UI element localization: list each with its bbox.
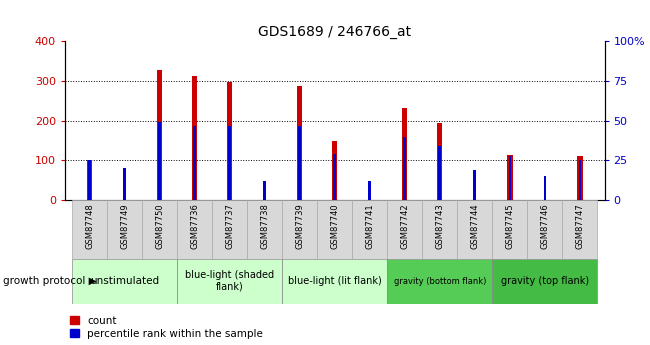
- Bar: [562, 200, 597, 259]
- Text: GSM87750: GSM87750: [155, 203, 164, 249]
- Bar: [228, 126, 231, 200]
- Text: GSM87736: GSM87736: [190, 203, 199, 249]
- Bar: [72, 200, 107, 259]
- Bar: [157, 70, 162, 200]
- Bar: [577, 156, 582, 200]
- Text: GSM87747: GSM87747: [575, 203, 584, 249]
- Text: GSM87741: GSM87741: [365, 203, 374, 249]
- Text: GSM87743: GSM87743: [436, 203, 445, 249]
- Bar: [88, 160, 91, 200]
- Bar: [439, 146, 441, 200]
- Bar: [263, 181, 266, 200]
- Bar: [107, 200, 142, 259]
- Text: GSM87742: GSM87742: [400, 203, 410, 249]
- Bar: [227, 82, 232, 200]
- Bar: [387, 200, 422, 259]
- Bar: [123, 168, 126, 200]
- Bar: [317, 200, 352, 259]
- Bar: [158, 122, 161, 200]
- Text: blue-light (shaded
flank): blue-light (shaded flank): [185, 270, 274, 292]
- Bar: [369, 181, 371, 200]
- Bar: [493, 259, 597, 304]
- Text: GSM87738: GSM87738: [260, 203, 269, 249]
- Text: gravity (top flank): gravity (top flank): [501, 276, 589, 286]
- Bar: [578, 160, 581, 200]
- Bar: [192, 76, 197, 200]
- Bar: [422, 200, 458, 259]
- Text: blue-light (lit flank): blue-light (lit flank): [288, 276, 382, 286]
- Bar: [332, 141, 337, 200]
- Bar: [298, 126, 301, 200]
- Text: gravity (bottom flank): gravity (bottom flank): [394, 277, 486, 286]
- Title: GDS1689 / 246766_at: GDS1689 / 246766_at: [258, 25, 411, 39]
- Text: GSM87745: GSM87745: [506, 203, 514, 249]
- Legend: count, percentile rank within the sample: count, percentile rank within the sample: [70, 316, 263, 339]
- Bar: [387, 259, 493, 304]
- Bar: [473, 170, 476, 200]
- Text: GSM87740: GSM87740: [330, 203, 339, 249]
- Text: unstimulated: unstimulated: [90, 276, 159, 286]
- Text: GSM87748: GSM87748: [85, 203, 94, 249]
- Bar: [333, 154, 336, 200]
- Bar: [72, 259, 177, 304]
- Bar: [402, 108, 408, 200]
- Text: GSM87746: GSM87746: [540, 203, 549, 249]
- Bar: [493, 200, 527, 259]
- Text: GSM87739: GSM87739: [295, 203, 304, 249]
- Bar: [527, 200, 562, 259]
- Text: GSM87744: GSM87744: [471, 203, 480, 249]
- Bar: [543, 176, 547, 200]
- Bar: [193, 126, 196, 200]
- Bar: [352, 200, 387, 259]
- Bar: [212, 200, 247, 259]
- Bar: [282, 200, 317, 259]
- Bar: [437, 123, 443, 200]
- Bar: [508, 156, 512, 200]
- Bar: [247, 200, 282, 259]
- Text: GSM87737: GSM87737: [225, 203, 234, 249]
- Bar: [404, 137, 406, 200]
- Bar: [297, 86, 302, 200]
- Bar: [87, 160, 92, 200]
- Bar: [177, 259, 282, 304]
- Bar: [282, 259, 387, 304]
- Bar: [507, 155, 513, 200]
- Text: GSM87749: GSM87749: [120, 203, 129, 249]
- Bar: [142, 200, 177, 259]
- Bar: [177, 200, 212, 259]
- Text: growth protocol ▶: growth protocol ▶: [3, 276, 97, 286]
- Bar: [458, 200, 493, 259]
